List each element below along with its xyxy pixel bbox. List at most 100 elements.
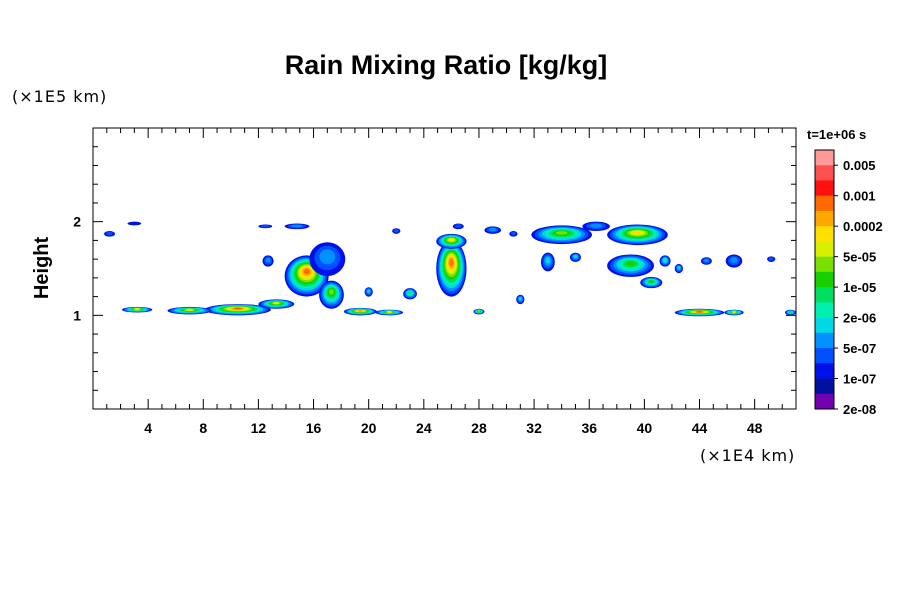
x-tick-label: 44 <box>692 420 708 436</box>
contour-band <box>573 254 578 259</box>
x-tick-label: 20 <box>361 420 377 436</box>
rain-region <box>104 231 116 237</box>
contour-band <box>768 257 774 261</box>
contour-band <box>449 238 454 241</box>
legend-swatch <box>815 150 834 166</box>
contour-band <box>677 266 681 270</box>
contour-band <box>291 224 303 228</box>
contour-band <box>632 231 643 235</box>
contour-band <box>590 223 603 228</box>
rain-region <box>375 309 404 316</box>
legend-label: 0.005 <box>843 158 876 173</box>
rain-region <box>582 221 610 232</box>
contour-band <box>556 231 568 235</box>
contour-band <box>663 258 667 262</box>
x-tick-label: 24 <box>416 420 432 436</box>
legend-swatch <box>815 287 834 303</box>
legend-swatch <box>815 332 834 349</box>
rain-region <box>436 233 467 249</box>
rain-region <box>319 280 344 309</box>
x-axis: 4 8 12 16 20 24 28 32 36 40 44 48 <box>106 128 783 436</box>
y-axis: 12 <box>73 146 796 391</box>
rain-region <box>473 308 485 315</box>
rain-region <box>484 226 502 234</box>
contour-band <box>789 310 792 314</box>
contour-band <box>134 307 140 311</box>
legend-label: 1e-05 <box>843 280 876 295</box>
rain-region <box>607 254 655 277</box>
rain-region <box>452 223 464 230</box>
plot-frame <box>92 127 797 410</box>
rain-region <box>659 255 671 267</box>
contour-band <box>510 231 516 236</box>
rain-region <box>700 257 712 265</box>
contour-band <box>319 249 336 265</box>
contour-band <box>703 258 709 263</box>
rain-region <box>767 256 776 262</box>
contour-band <box>648 280 654 283</box>
x-tick-label: 16 <box>306 420 322 436</box>
legend-swatch <box>815 180 834 197</box>
y-scale-label: (×1E5 km) <box>12 87 107 106</box>
contour-band <box>408 291 412 295</box>
contour-band <box>730 257 738 264</box>
contour-band <box>732 310 736 314</box>
contour-band <box>265 257 271 263</box>
contour-band <box>696 310 703 313</box>
legend-swatch <box>815 363 834 379</box>
x-tick-label: 12 <box>251 420 267 436</box>
color-legend: 0.005 0.001 0.0002 5e-05 1e-05 2e-06 5e-07 1e-0… <box>814 149 883 417</box>
rain-region <box>569 252 581 262</box>
rain-region <box>204 304 271 316</box>
x-tick-label: 36 <box>581 420 597 436</box>
contour-band <box>127 221 142 226</box>
rain-region <box>436 240 467 297</box>
rain-region <box>784 309 796 316</box>
contour-band <box>545 257 551 264</box>
rain-region <box>724 309 744 316</box>
contour-band <box>518 297 522 301</box>
x-tick-label: 4 <box>144 420 152 436</box>
y-axis-label: Height <box>31 237 53 300</box>
legend-label: 1e-07 <box>843 372 876 387</box>
legend-swatch <box>815 271 834 288</box>
rain-region <box>262 255 274 267</box>
contour-band <box>358 309 363 312</box>
x-tick-label: 8 <box>199 420 207 436</box>
rain-region <box>364 287 373 297</box>
contour-band <box>393 229 399 233</box>
legend-swatch <box>815 378 834 395</box>
legend-swatch <box>815 393 834 410</box>
legend-frame <box>814 149 835 410</box>
contour-band <box>233 307 242 310</box>
rain-region <box>607 224 668 246</box>
x-tick-label: 48 <box>747 420 763 436</box>
rain-region <box>516 294 525 305</box>
rain-region <box>640 276 663 289</box>
contour-band <box>454 224 462 228</box>
contour-band <box>477 309 481 313</box>
rain-region <box>309 242 346 276</box>
legend-label: 0.0002 <box>843 219 883 234</box>
x-tick-label: 40 <box>637 420 653 436</box>
contour-band <box>303 268 310 275</box>
legend-swatch <box>815 302 834 318</box>
contour-band <box>387 310 392 314</box>
legend-label: 5e-07 <box>843 341 876 356</box>
rain-region <box>531 225 592 245</box>
rain-region <box>674 308 725 317</box>
legend-swatch <box>815 256 834 273</box>
rain-region <box>167 306 212 315</box>
contour-band <box>625 261 636 266</box>
chart-title: Rain Mixing Ratio [kg/kg] <box>285 50 608 80</box>
rain-region <box>258 299 295 309</box>
rain-region <box>121 306 153 313</box>
legend-swatch <box>815 165 834 181</box>
rain-region <box>540 252 555 272</box>
contour-band <box>106 231 113 236</box>
legend-swatch <box>815 226 834 242</box>
time-label: t=1e+06 s <box>807 127 866 142</box>
plot-area <box>104 221 796 317</box>
y-tick-label: 1 <box>73 307 81 323</box>
